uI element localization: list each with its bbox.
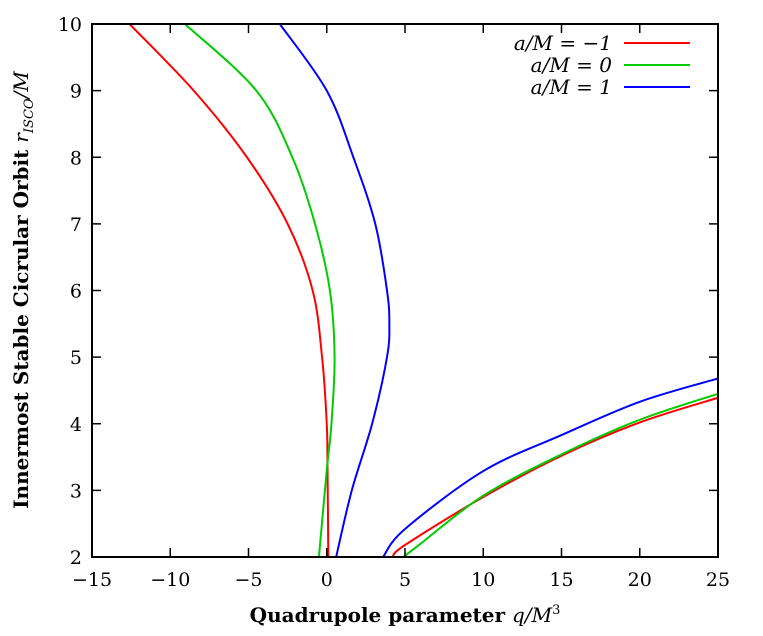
series-line-2-branch-1	[382, 377, 718, 557]
y-tick-label: 3	[70, 480, 82, 502]
series-line-2-branch-0	[278, 24, 391, 557]
curves	[128, 24, 718, 557]
y-axis-label: Innermost Stable Cicrular Orbit rISCO/M	[9, 71, 37, 509]
series-line-0-branch-1	[391, 396, 718, 557]
y-tick-label: 8	[70, 147, 82, 169]
legend-label: a/M = 1	[531, 75, 612, 99]
legend-label: a/M = 0	[531, 53, 613, 77]
y-tick-label: 2	[70, 547, 82, 569]
x-tick-label: −15	[72, 569, 112, 591]
series-line-1-branch-0	[184, 24, 336, 557]
y-tick-label: 10	[58, 14, 82, 36]
x-axis-label: Quadrupole parameter q/M3	[250, 603, 561, 627]
plot-frame	[91, 23, 719, 558]
x-tick-label: 5	[399, 569, 411, 591]
series-line-0-branch-0	[128, 24, 330, 557]
x-tick-label: 0	[321, 569, 333, 591]
y-tick-label: 9	[70, 81, 82, 103]
x-tick-label: 10	[471, 569, 495, 591]
x-tick-label: 25	[706, 569, 730, 591]
y-tick-label: 5	[70, 347, 82, 369]
y-tick-label: 4	[70, 414, 82, 436]
x-tick-label: −10	[150, 569, 190, 591]
legend-label: a/M = −1	[514, 31, 612, 55]
series-line-1-branch-1	[402, 392, 718, 557]
y-tick-label: 6	[70, 281, 82, 303]
legend: a/M = −1a/M = 0a/M = 1	[514, 31, 690, 99]
x-tick-label: 20	[628, 569, 652, 591]
x-tick-label: −5	[234, 569, 262, 591]
ticks: −15 −10 −5 0 5 10 15 20 25 2 3 4 5 6 7 8 9 10	[58, 14, 730, 591]
y-tick-label: 7	[70, 214, 82, 236]
x-tick-label: 15	[549, 569, 573, 591]
